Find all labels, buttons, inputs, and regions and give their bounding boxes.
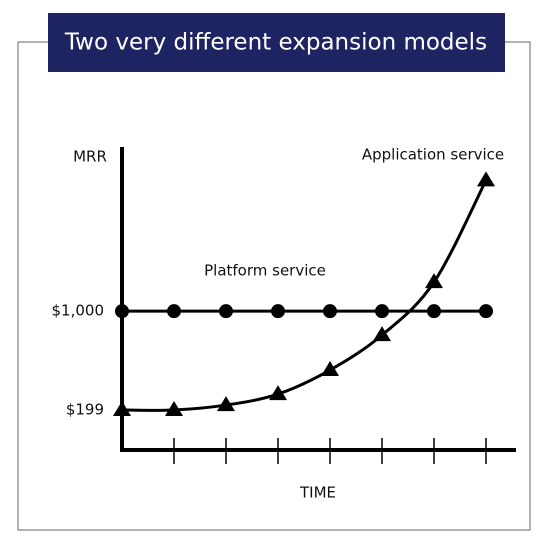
point	[217, 396, 235, 412]
point	[321, 361, 339, 377]
x-axis-label: TIME	[299, 484, 336, 502]
point	[113, 401, 131, 417]
series-line	[121, 179, 488, 412]
point	[425, 273, 443, 289]
y-tick-label: $1,000	[52, 302, 105, 320]
point	[375, 304, 389, 319]
point	[323, 304, 337, 319]
frame	[17, 41, 531, 531]
title-box	[48, 13, 505, 72]
point	[477, 171, 495, 187]
point	[115, 304, 129, 319]
chart-title: Two very different expansion models	[64, 30, 487, 56]
point	[271, 304, 285, 319]
y-axis-label: MRR	[73, 148, 107, 166]
point	[427, 304, 441, 319]
y-tick-label: $199	[66, 401, 104, 419]
point	[373, 326, 391, 342]
point	[165, 401, 183, 417]
point	[167, 304, 181, 319]
series-label: Application service	[362, 146, 504, 164]
point	[269, 385, 287, 401]
point	[219, 304, 233, 319]
series-label: Platform service	[204, 262, 326, 280]
point	[479, 304, 493, 319]
